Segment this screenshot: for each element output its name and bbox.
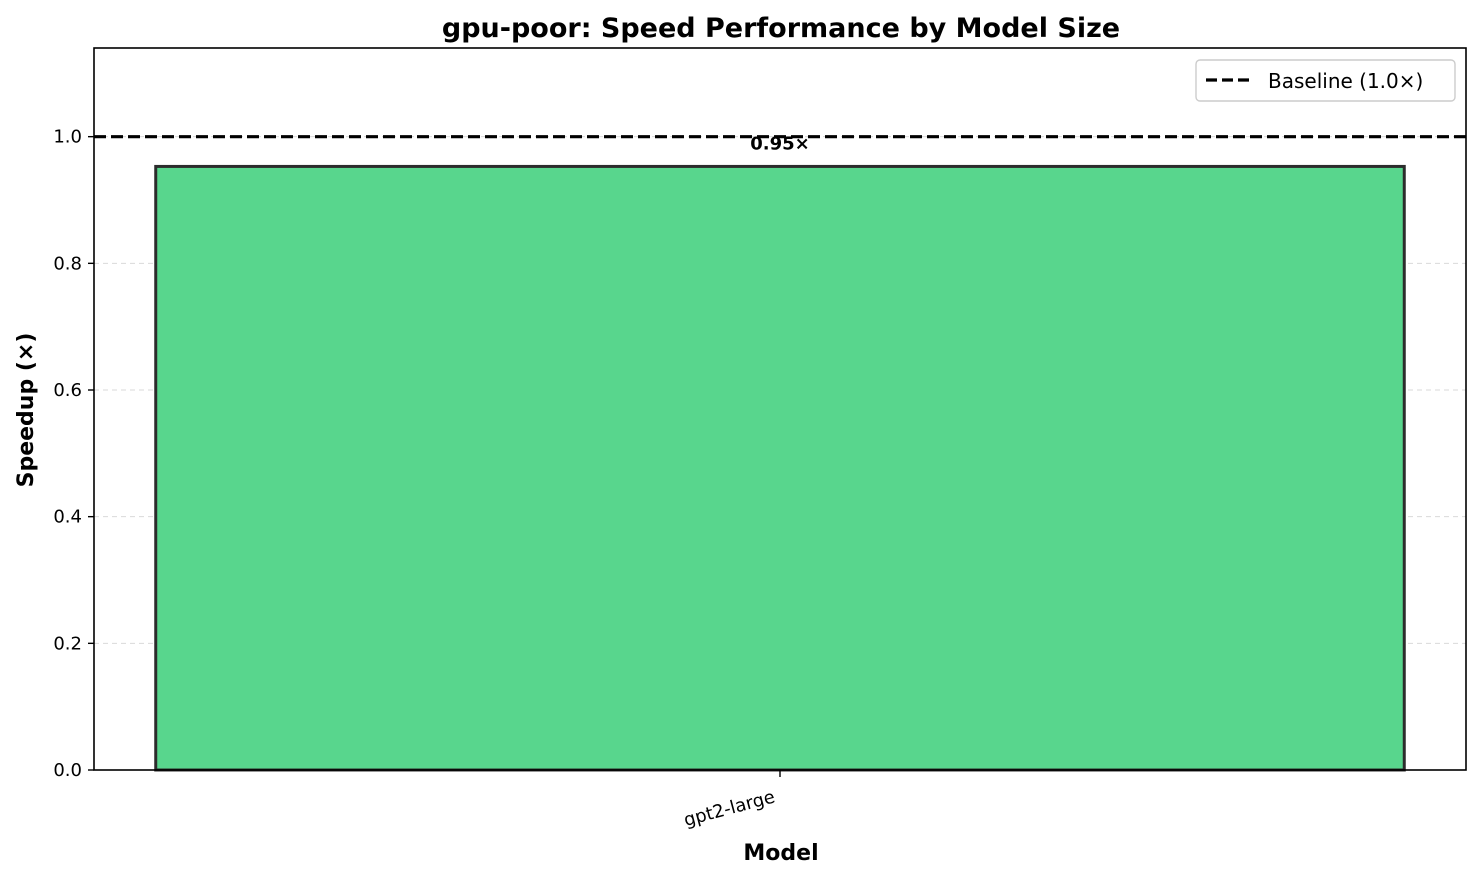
y-tick-label: 0.6 xyxy=(53,380,82,401)
y-tick-label: 1.0 xyxy=(53,127,82,148)
legend: Baseline (1.0×) xyxy=(1195,59,1456,102)
chart-title: gpu-poor: Speed Performance by Model Siz… xyxy=(442,13,1120,44)
legend-baseline-label: Baseline (1.0×) xyxy=(1268,69,1423,93)
bar-gpt2-large xyxy=(154,164,1406,772)
bars xyxy=(154,164,1406,772)
bar-value-label: 0.95× xyxy=(750,133,810,154)
y-tick-label: 0.2 xyxy=(53,633,82,654)
x-axis-label: Model xyxy=(743,841,818,866)
y-axis-ticks: 0.0 0.2 0.4 0.6 0.8 1.0 xyxy=(53,127,94,781)
y-tick-label: 0.8 xyxy=(53,253,82,274)
y-tick-label: 0.4 xyxy=(53,507,82,528)
legend-box xyxy=(1195,59,1456,102)
y-tick-label: 0.0 xyxy=(53,760,82,781)
data-labels: 0.95× xyxy=(750,133,810,154)
y-axis-label: Speedup (×) xyxy=(14,333,39,488)
